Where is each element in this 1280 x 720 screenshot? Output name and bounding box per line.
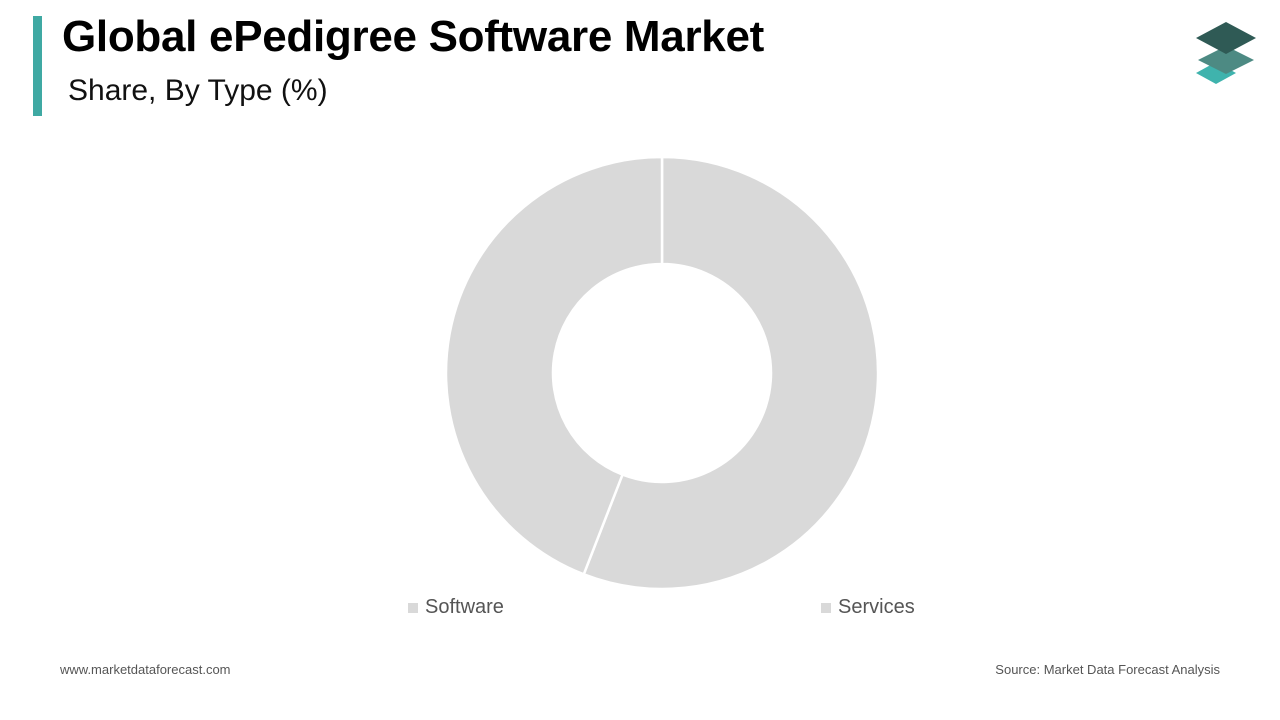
title-accent-bar bbox=[33, 16, 42, 116]
legend-label-services: Services bbox=[838, 596, 915, 618]
footer-website: www.marketdataforecast.com bbox=[60, 662, 231, 677]
legend-swatch-services bbox=[821, 602, 831, 613]
page-subtitle: Share, By Type (%) bbox=[68, 74, 328, 107]
donut-slice-software bbox=[582, 155, 880, 591]
layers-logo-icon bbox=[1196, 22, 1256, 84]
page-title: Global ePedigree Software Market bbox=[62, 12, 764, 61]
legend-swatch-software bbox=[408, 602, 418, 613]
footer-source: Source: Market Data Forecast Analysis bbox=[995, 662, 1220, 677]
legend-label-software: Software bbox=[425, 596, 504, 618]
donut-slice-services bbox=[444, 155, 664, 576]
legend-item-services: Services bbox=[821, 596, 915, 619]
legend-item-software: Software bbox=[408, 596, 504, 619]
